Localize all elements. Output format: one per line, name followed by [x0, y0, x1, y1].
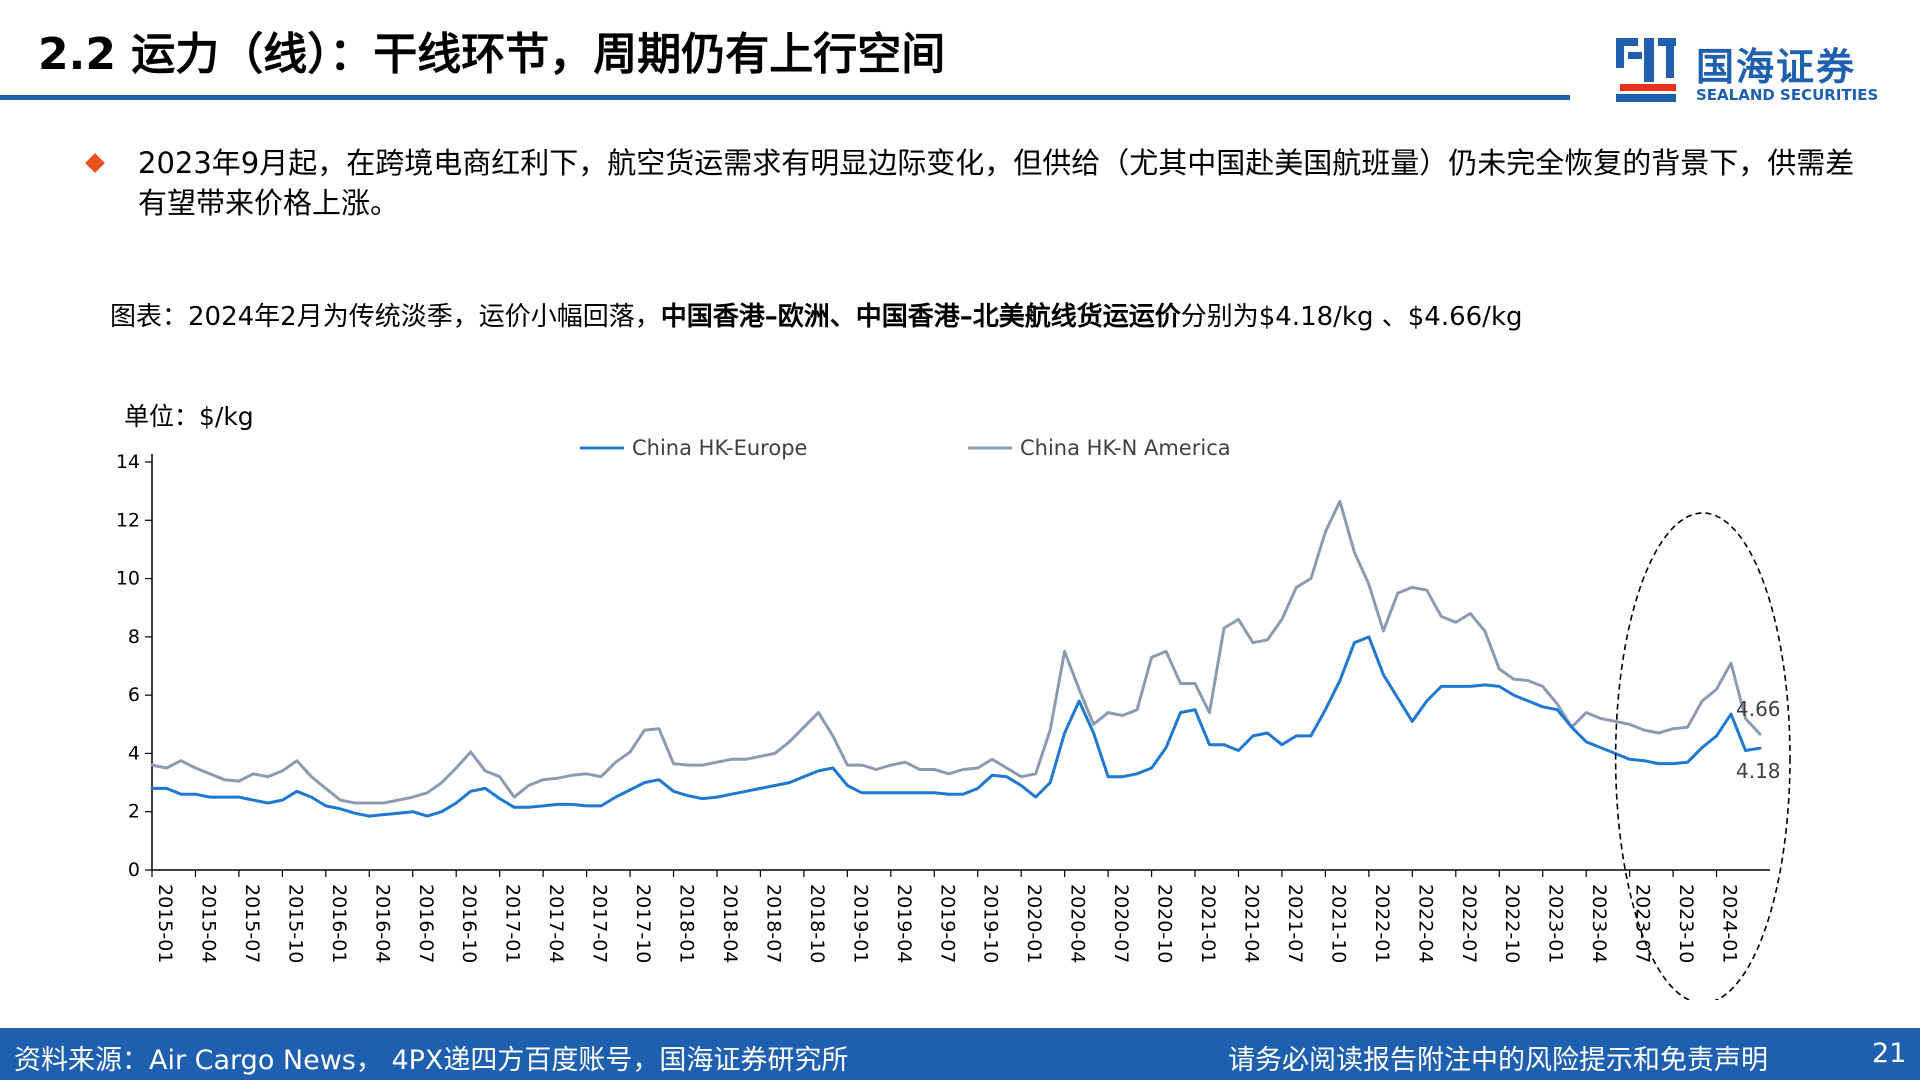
- x-tick-label: 2021-01: [1197, 884, 1219, 963]
- sealand-logo: 国海证券 SEALAND SECURITIES: [1614, 36, 1884, 108]
- x-tick-label: 2022-07: [1458, 884, 1480, 963]
- x-tick-label: 2022-04: [1414, 884, 1436, 963]
- x-tick-label: 2016-07: [415, 884, 437, 963]
- x-tick-label: 2023-01: [1545, 884, 1567, 963]
- page-title: 2.2 运力（线）：干线环节，周期仍有上行空间: [38, 29, 946, 80]
- x-tick-label: 2015-04: [197, 884, 219, 963]
- x-tick-label: 2015-07: [241, 884, 263, 963]
- x-tick-label: 2015-10: [284, 884, 306, 963]
- x-tick-label: 2021-04: [1240, 884, 1262, 963]
- caption-suffix: 分别为$4.18/kg 、$4.66/kg: [1180, 302, 1523, 332]
- y-tick-label: 2: [128, 801, 140, 823]
- x-tick-label: 2017-07: [589, 884, 611, 963]
- x-tick-label: 2020-01: [1023, 884, 1045, 963]
- caption-prefix: 图表：2024年2月为传统淡季，运价小幅回落，: [110, 302, 661, 332]
- x-tick-label: 2017-10: [632, 884, 654, 963]
- x-tick-label: 2020-10: [1154, 884, 1176, 963]
- legend-label: China HK-Europe: [632, 436, 807, 460]
- logo-english-name: SEALAND SECURITIES: [1696, 86, 1879, 104]
- legend-label: China HK-N America: [1020, 436, 1231, 460]
- x-tick-label: 2022-01: [1371, 884, 1393, 963]
- bullet-paragraph: 2023年9月起，在跨境电商红利下，航空货运需求有明显边际变化，但供给（尤其中国…: [138, 146, 1855, 220]
- x-tick-label: 2018-10: [806, 884, 828, 963]
- diamond-bullet-icon: [85, 153, 105, 173]
- series-line-china-hk-n-america: [150, 499, 1762, 805]
- page-number: 21: [1872, 1038, 1907, 1069]
- y-tick-label: 0: [128, 859, 140, 881]
- highlight-ellipse: [1614, 512, 1791, 1000]
- y-tick-label: 10: [116, 568, 140, 590]
- y-tick-label: 14: [116, 451, 140, 473]
- source-note: 资料来源：Air Cargo News， 4PX递四方百度账号，国海证券研究所: [14, 1045, 849, 1076]
- x-tick-label: 2015-01: [154, 884, 176, 963]
- x-tick-label: 2017-04: [545, 884, 567, 963]
- caption-bold: 中国香港–欧洲、中国香港–北美航线货运运价: [660, 302, 1181, 332]
- y-tick-label: 4: [128, 742, 140, 764]
- y-tick-label: 6: [128, 684, 140, 706]
- chart-legend: China HK-Europe China HK-N America: [580, 436, 1231, 460]
- footer-bar: 资料来源：Air Cargo News， 4PX递四方百度账号，国海证券研究所 …: [0, 1028, 1920, 1080]
- series-line-china-hk-europe: [150, 635, 1762, 818]
- x-tick-label: 2023-04: [1588, 884, 1610, 963]
- x-tick-label: 2021-10: [1327, 884, 1349, 963]
- chart-axes: 0 2 4 6 8 10 12 14 2015-01 2015-04 2015-07 2015-10 2…: [116, 451, 1770, 963]
- chart-annotations: 4.66 4.18: [1614, 512, 1791, 1000]
- chart-series: [150, 499, 1762, 818]
- logo-chinese-name: 国海证券: [1696, 45, 1857, 89]
- y-tick-label: 8: [128, 626, 140, 648]
- data-label-4-18: 4.18: [1736, 759, 1781, 783]
- unit-label: 单位：$/kg: [124, 402, 254, 431]
- title-divider: [0, 95, 1570, 100]
- freight-rate-chart: 0 2 4 6 8 10 12 14 2015-01 2015-04 2015-07 2015-10 2…: [116, 402, 1791, 1000]
- x-tick-label: 2016-10: [458, 884, 480, 963]
- x-tick-label: 2020-04: [1067, 884, 1089, 963]
- x-tick-label: 2018-01: [676, 884, 698, 963]
- x-tick-label: 2018-04: [719, 884, 741, 963]
- x-tick-label: 2019-10: [980, 884, 1002, 963]
- disclaimer-text[interactable]: 请务必阅读报告附注中的风险提示和免责声明: [1228, 1045, 1768, 1076]
- chart-caption: 图表：2024年2月为传统淡季，运价小幅回落，中国香港–欧洲、中国香港–北美航线…: [110, 296, 1523, 333]
- x-tick-label: 2016-01: [328, 884, 350, 963]
- x-tick-label: 2017-01: [502, 884, 524, 963]
- x-tick-label: 2018-07: [762, 884, 784, 963]
- y-tick-label: 12: [116, 509, 140, 531]
- x-tick-label: 2022-10: [1501, 884, 1523, 963]
- x-tick-label: 2016-04: [371, 884, 393, 963]
- x-tick-label: 2019-07: [936, 884, 958, 963]
- x-tick-label: 2023-10: [1675, 884, 1697, 963]
- x-tick-label: 2021-07: [1284, 884, 1306, 963]
- x-tick-label: 2019-01: [849, 884, 871, 963]
- x-tick-label: 2019-04: [893, 884, 915, 963]
- logo-mark-icon: [1616, 38, 1676, 102]
- x-tick-label: 2023-07: [1632, 884, 1654, 963]
- x-tick-label: 2020-07: [1110, 884, 1132, 963]
- data-label-4-66: 4.66: [1736, 697, 1781, 721]
- x-tick-label: 2024-01: [1719, 884, 1741, 963]
